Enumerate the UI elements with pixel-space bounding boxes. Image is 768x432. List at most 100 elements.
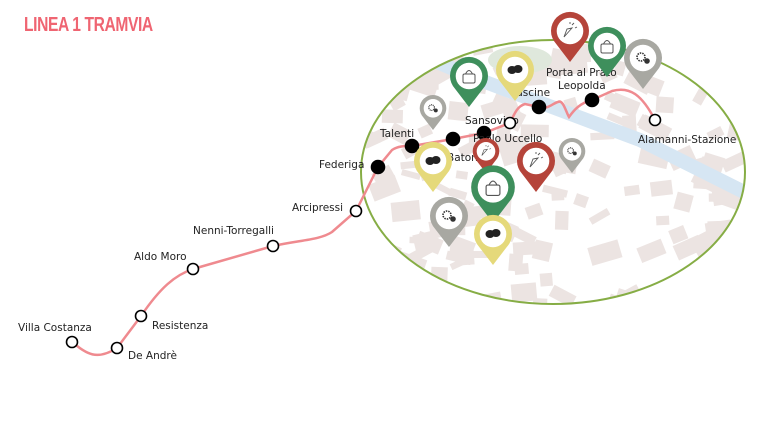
poi-pin-theatre[interactable] — [473, 214, 512, 265]
station-label: Leopolda — [558, 80, 606, 92]
handbag-icon — [600, 40, 614, 54]
poi-pin-party[interactable] — [551, 11, 589, 63]
city-block — [554, 210, 569, 230]
gear-icon — [567, 147, 577, 156]
points-of-interest — [414, 11, 662, 265]
station-label: Alamanni-Stazione — [638, 134, 736, 146]
station[interactable]: De Andrè — [110, 341, 177, 363]
city-block — [623, 184, 641, 197]
poi-pin-services[interactable] — [430, 196, 469, 247]
station-label: Federiga — [319, 159, 364, 171]
gear-icon — [636, 52, 650, 64]
station-marker-open — [266, 239, 280, 253]
city-block — [728, 251, 745, 264]
poi-pin-shopping[interactable] — [588, 26, 626, 77]
pin-icon-background — [629, 44, 657, 72]
station-marker-filled — [404, 138, 420, 154]
city-block — [587, 239, 623, 266]
stations: Villa Costanza De Andrè Resistenza Aldo Mor… — [18, 67, 736, 362]
city-block — [387, 122, 412, 146]
city-block — [368, 174, 401, 202]
station[interactable]: Resistenza — [134, 309, 209, 333]
city-block — [510, 282, 538, 303]
poi-pin-theatre[interactable] — [414, 141, 453, 192]
city-block — [649, 179, 674, 197]
city-block — [691, 272, 723, 297]
city-block — [700, 261, 720, 280]
poi-pin-party[interactable] — [517, 141, 555, 192]
station-marker-open — [503, 116, 517, 130]
city-block — [381, 109, 404, 124]
city-block — [447, 101, 469, 122]
pin-icon-background — [477, 172, 509, 203]
station[interactable]: Villa Costanza — [18, 322, 92, 349]
city-block — [723, 40, 745, 68]
station-label: Arcipressi — [292, 202, 343, 214]
station-label: Batoni — [447, 152, 481, 164]
station-label: Resistenza — [152, 320, 208, 332]
city-block — [736, 40, 745, 56]
city-block — [746, 162, 768, 177]
station-marker-open — [648, 113, 662, 127]
pin-icon-background — [423, 98, 443, 118]
city-block — [548, 284, 577, 304]
poi-pin-shopping[interactable] — [471, 165, 515, 223]
station-marker-filled — [531, 99, 547, 115]
station[interactable]: Talenti — [379, 128, 420, 154]
city-block — [570, 53, 592, 63]
station[interactable]: Alamanni-Stazione — [638, 113, 736, 147]
handbag-icon — [462, 70, 476, 84]
theatre-masks-icon — [485, 229, 501, 238]
station[interactable]: Nenni-Torregalli — [193, 225, 280, 253]
city-block — [408, 43, 437, 51]
poi-pin-theatre[interactable] — [495, 50, 534, 101]
city-block — [448, 187, 468, 201]
station[interactable]: Federiga — [319, 159, 386, 175]
city-block — [553, 307, 568, 323]
city-block — [362, 75, 383, 93]
city-block — [623, 71, 653, 95]
station-marker-open — [186, 262, 200, 276]
city-block — [727, 57, 745, 71]
gear-icon — [442, 210, 456, 222]
station-marker-open — [134, 309, 148, 323]
station-marker-filled — [370, 159, 386, 175]
city-block — [414, 238, 434, 250]
city-block — [636, 113, 671, 141]
city-block — [606, 112, 626, 126]
party-popper-icon — [529, 152, 544, 168]
station[interactable]: Arcipressi — [292, 202, 363, 218]
pin-icon-background — [522, 147, 550, 175]
city-block — [371, 164, 396, 187]
city-block — [588, 158, 611, 179]
city-block — [491, 92, 513, 113]
poi-pin-party[interactable] — [472, 137, 500, 173]
city-block — [400, 169, 421, 181]
city-block — [392, 52, 415, 72]
city-block — [524, 202, 544, 220]
poi-pin-services[interactable] — [558, 137, 586, 173]
station[interactable]: Aldo Moro — [134, 251, 200, 276]
city-block — [720, 149, 745, 173]
page-title: LINEA 1 TRAMVIA — [24, 14, 153, 36]
city-block — [603, 90, 637, 113]
city-block — [392, 51, 410, 68]
station-marker-open — [349, 204, 363, 218]
handbag-icon — [485, 180, 501, 196]
city-block — [542, 184, 568, 198]
city-block — [445, 250, 473, 266]
city-block — [588, 208, 611, 225]
city-block — [717, 60, 745, 86]
poi-pin-services[interactable] — [624, 38, 662, 89]
poi-pin-shopping[interactable] — [450, 56, 488, 107]
poi-pin-services[interactable] — [419, 94, 447, 130]
city-block — [735, 290, 745, 304]
city-block — [655, 96, 675, 114]
city-block — [424, 40, 449, 48]
station-label: Villa Costanza — [18, 322, 92, 334]
station[interactable]: Batoni — [445, 131, 481, 165]
party-popper-icon — [563, 22, 578, 38]
